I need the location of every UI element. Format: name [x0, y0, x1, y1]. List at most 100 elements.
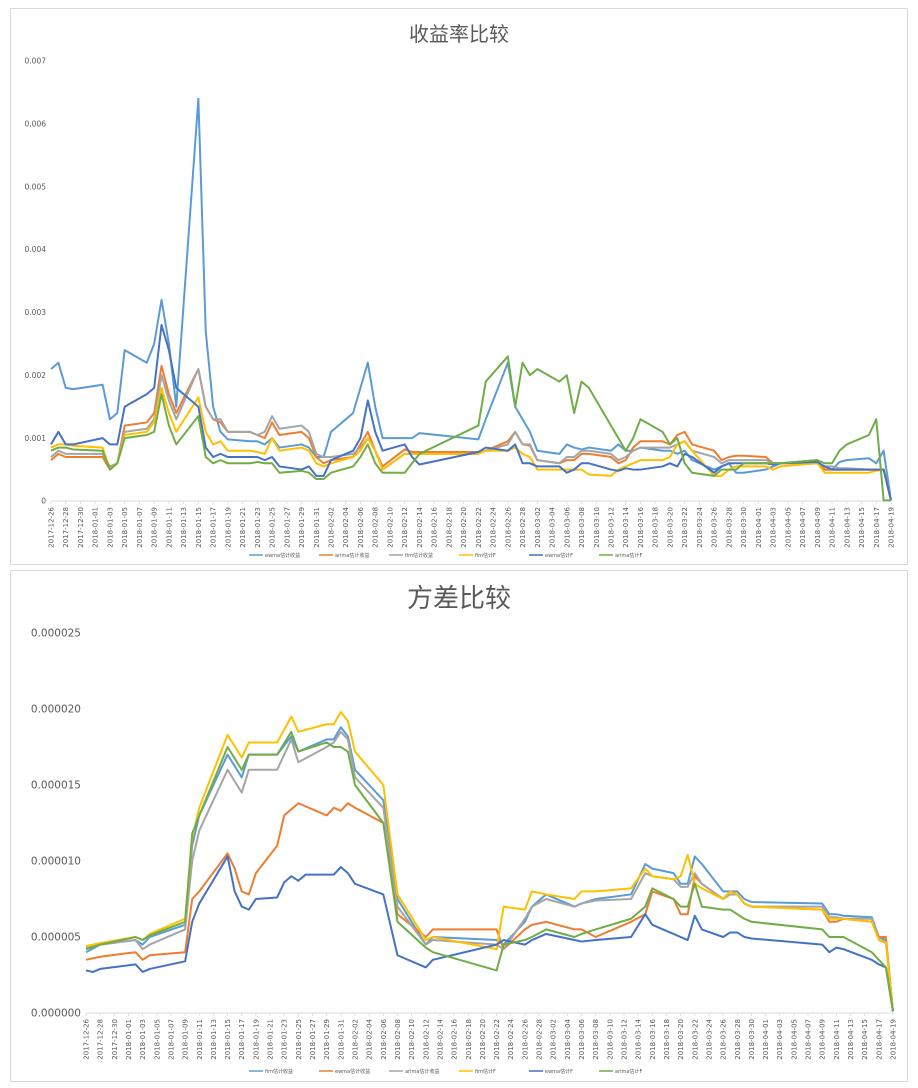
- returns-x-tick-label: 2018-03-28: [725, 507, 733, 548]
- variance-y-tick-label: 0.000005: [31, 932, 81, 944]
- returns-y-tick-label: 0.004: [25, 245, 47, 254]
- variance-x-tick-label: 2018-04-01: [762, 1019, 770, 1060]
- returns-x-tick-label: 2018-04-17: [873, 507, 881, 548]
- returns-x-tick-label: 2018-04-01: [755, 507, 763, 548]
- returns-series-line-6: [50, 355, 891, 502]
- returns-x-tick-label: 2018-04-09: [814, 507, 822, 548]
- returns-x-tick-label: 2018-01-01: [92, 507, 100, 548]
- variance-y-tick-label: 0.000000: [31, 1008, 81, 1020]
- returns-x-tick-label: 2018-01-13: [180, 507, 188, 548]
- returns-x-tick-label: 2018-01-07: [136, 507, 144, 548]
- variance-legend: fim估计收益 ewma估计收益 arima估计收益 fim估计F ewma估计F ari…: [249, 1068, 642, 1075]
- returns-series-line-5: [50, 324, 892, 501]
- returns-x-tick-label: 2018-04-11: [829, 507, 837, 548]
- returns-x-tick-label: 2018-04-15: [858, 507, 866, 548]
- returns-y-tick-label: 0: [41, 497, 46, 506]
- returns-x-tick-label: 2018-01-03: [106, 507, 114, 548]
- variance-y-tick-label: 0.000025: [31, 628, 81, 640]
- returns-x-tick-label: 2018-02-10: [386, 507, 394, 548]
- variance-x-tick-label: 2018-02-24: [507, 1018, 515, 1059]
- returns-series-line-1: [50, 97, 892, 501]
- returns-x-tick-label: 2018-02-16: [431, 506, 439, 547]
- variance-x-tick-label: 2018-03-16: [649, 1018, 657, 1059]
- returns-y-tick-label: 0.007: [25, 57, 47, 66]
- variance-x-tick-label: 2018-04-19: [890, 1019, 898, 1060]
- variance-series-line-6: [85, 730, 894, 1012]
- returns-x-tick-label: 2018-02-06: [357, 506, 365, 547]
- variance-x-tick-label: 2018-01-29: [323, 1019, 331, 1060]
- returns-x-tick-label: 2017-12-30: [77, 507, 85, 548]
- returns-x-tick-label: 2018-01-19: [224, 507, 232, 548]
- variance-series-line-5: [85, 855, 894, 1012]
- variance-x-tick-label: 2018-03-18: [663, 1019, 671, 1060]
- returns-legend-label: ewma估计收益: [265, 552, 300, 559]
- variance-x-tick-label: 2018-01-23: [281, 1019, 289, 1060]
- chart-panel-variance: 方差比较 0.000000 0.000005 0.000010 0.000015 0.00…: [10, 570, 908, 1082]
- variance-x-tick-label: 2018-02-02: [352, 1019, 360, 1060]
- returns-x-tick-label: 2018-03-30: [740, 507, 748, 548]
- returns-x-tick-label: 2018-01-05: [121, 507, 129, 548]
- variance-x-tick-label: 2018-01-03: [139, 1019, 147, 1060]
- returns-legend-label: fim估计收益: [405, 552, 433, 559]
- variance-legend-label: ewma估计收益: [335, 1068, 370, 1075]
- variance-x-tick-label: 2018-03-20: [677, 1019, 685, 1060]
- returns-x-tick-label: 2018-02-22: [475, 507, 483, 548]
- variance-x-tick-label: 2018-02-28: [536, 1019, 544, 1060]
- variance-x-tick-label: 2018-04-15: [861, 1019, 869, 1060]
- variance-x-tick-label: 2018-01-05: [153, 1019, 161, 1060]
- variance-x-tick-label: 2018-04-11: [833, 1019, 841, 1060]
- returns-x-tick-label: 2018-04-05: [784, 507, 792, 548]
- variance-x-tick-label: 2018-01-27: [309, 1019, 317, 1060]
- variance-x-tick-label: 2018-03-22: [691, 1019, 699, 1060]
- returns-x-tick-label: 2018-01-29: [298, 507, 306, 548]
- returns-x-tick-label: 2018-04-03: [770, 507, 778, 548]
- variance-x-tick-label: 2018-04-03: [776, 1019, 784, 1060]
- variance-y-tick-label: 0.000020: [31, 704, 81, 716]
- chart-panel-returns: 收益率比较 0 0.001 0.002 0.003 0.004 0.005 0.006 0.00…: [10, 8, 908, 565]
- variance-x-tick-label: 2018-04-05: [790, 1019, 798, 1060]
- variance-x-tick-label: 2018-02-10: [408, 1019, 416, 1060]
- returns-x-tick-label: 2018-02-08: [372, 507, 380, 548]
- returns-x-tick-label: 2018-02-26: [504, 506, 512, 547]
- variance-x-tick-label: 2018-02-20: [479, 1019, 487, 1060]
- returns-x-tick-label: 2018-02-02: [328, 507, 336, 548]
- returns-x-tick-label: 2018-01-21: [239, 507, 247, 548]
- variance-x-tick-label: 2018-03-30: [748, 1019, 756, 1060]
- variance-x-tick-label: 2018-01-01: [125, 1019, 133, 1060]
- returns-x-tick-label: 2018-03-06: [563, 506, 571, 547]
- returns-x-tick-label: 2018-03-10: [593, 507, 601, 548]
- variance-x-tick-label: 2018-01-13: [210, 1019, 218, 1060]
- variance-x-tick-label: 2018-03-10: [606, 1019, 614, 1060]
- returns-x-tick-label: 2018-02-12: [401, 507, 409, 548]
- returns-x-tick-label: 2018-04-19: [888, 507, 896, 548]
- variance-x-tick-label: 2018-01-15: [224, 1019, 232, 1060]
- returns-x-tick-label: 2017-12-28: [62, 507, 70, 548]
- variance-x-tick-label: 2018-04-13: [847, 1019, 855, 1060]
- variance-x-tick-label: 2018-03-12: [621, 1019, 629, 1060]
- returns-y-tick-label: 0.002: [25, 371, 47, 380]
- variance-series-line-4: [85, 711, 894, 1012]
- returns-x-tick-label: 2017-12-26: [48, 506, 56, 547]
- variance-x-tick-label: 2018-02-26: [521, 1018, 529, 1059]
- returns-x-tick-label: 2018-02-24: [490, 506, 498, 547]
- variance-x-tick-label: 2018-02-06: [380, 1018, 388, 1059]
- variance-chart-title: 方差比较: [407, 584, 511, 614]
- variance-x-tick-label: 2018-04-17: [875, 1019, 883, 1060]
- returns-x-tick-label: 2018-01-27: [283, 507, 291, 548]
- variance-chart-svg: 方差比较 0.000000 0.000005 0.000010 0.000015 0.00…: [31, 584, 898, 1075]
- returns-x-tick-label: 2018-03-02: [534, 507, 542, 548]
- returns-x-tick-label: 2018-03-14: [622, 506, 630, 547]
- returns-x-tick-label: 2018-02-20: [460, 507, 468, 548]
- variance-x-tick-label: 2018-01-09: [182, 1019, 190, 1060]
- returns-x-tick-label: 2018-03-12: [608, 507, 616, 548]
- variance-x-tick-label: 2018-02-12: [422, 1019, 430, 1060]
- returns-x-tick-label: 2018-04-13: [843, 507, 851, 548]
- returns-x-tick-label: 2018-03-24: [696, 506, 704, 547]
- variance-x-tick-label: 2018-03-06: [578, 1018, 586, 1059]
- variance-series-line-3: [85, 730, 894, 1012]
- variance-x-tick-label: 2018-01-19: [252, 1019, 260, 1060]
- returns-x-tick-label: 2018-03-26: [711, 506, 719, 547]
- returns-chart-title: 收益率比较: [409, 22, 509, 46]
- returns-x-tick-label: 2018-03-04: [549, 506, 557, 547]
- variance-y-tick-label: 0.000010: [31, 856, 81, 868]
